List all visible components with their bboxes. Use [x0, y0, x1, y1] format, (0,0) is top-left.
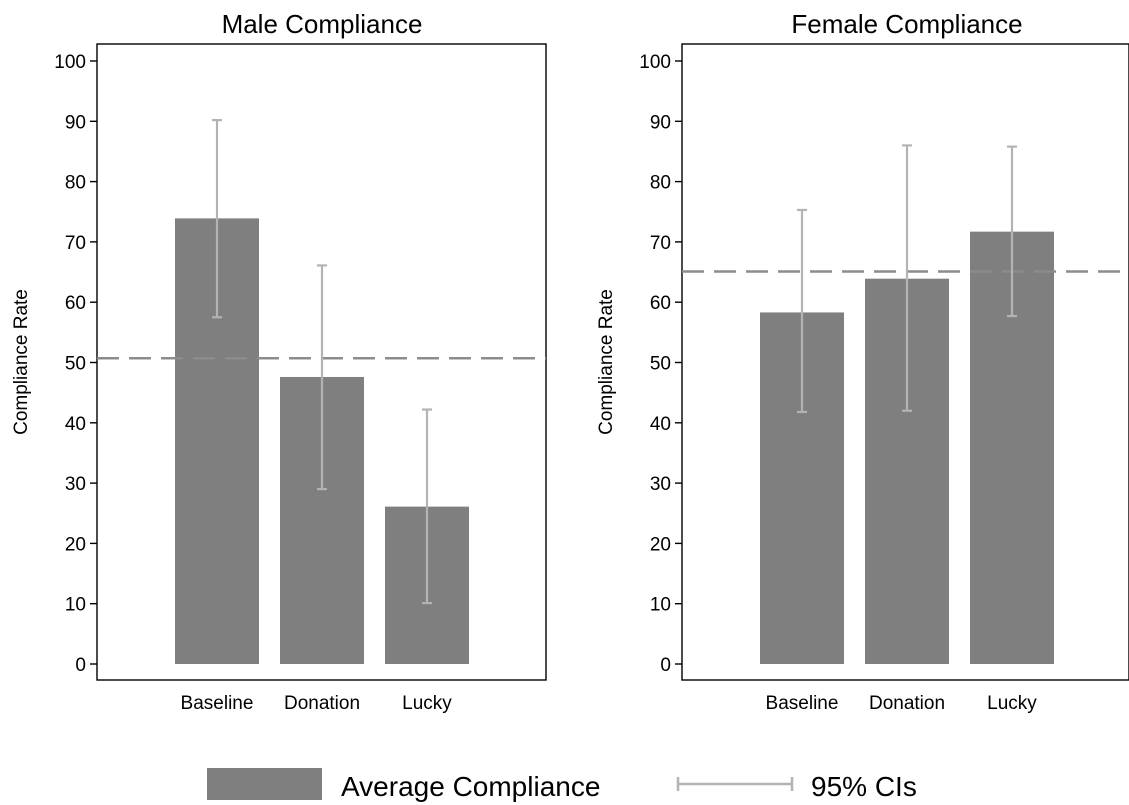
y-tick-label: 70: [65, 233, 86, 254]
legend: Average Compliance 95% CIs: [207, 768, 917, 802]
errorbar-donation: [317, 264, 327, 491]
y-tick-label: 0: [75, 655, 86, 676]
legend-swatch-average-compliance: [207, 768, 322, 800]
y-tick-label: 70: [650, 233, 671, 254]
y-tick-label: 100: [639, 52, 671, 73]
y-tick-label: 30: [650, 474, 671, 495]
errorbar-baseline: [212, 118, 222, 319]
y-tick-label: 40: [650, 414, 671, 435]
x-tick-label: Donation: [869, 693, 945, 714]
y-tick-label: 100: [54, 52, 86, 73]
x-tick-label: Baseline: [181, 693, 254, 714]
errorbar-baseline: [797, 208, 807, 414]
y-tick-label: 90: [650, 112, 671, 133]
y-tick-label: 10: [65, 595, 86, 616]
y-tick-label: 20: [65, 534, 86, 555]
y-tick-label: 80: [650, 173, 671, 194]
errorbar-lucky: [422, 408, 432, 605]
errorbar-donation: [902, 144, 912, 412]
y-tick-label: 10: [650, 595, 671, 616]
x-tick-label: Donation: [284, 693, 360, 714]
y-tick-label: 60: [65, 293, 86, 314]
legend-swatch-ci-icon: [676, 777, 794, 791]
x-tick-label: Baseline: [766, 693, 839, 714]
legend-label-ci: 95% CIs: [811, 771, 917, 802]
legend-label-average-compliance: Average Compliance: [341, 771, 600, 802]
y-tick-label: 60: [650, 293, 671, 314]
y-tick-label: 50: [65, 354, 86, 375]
chart-title: Male Compliance: [222, 9, 423, 39]
x-tick-label: Lucky: [987, 693, 1037, 714]
chart-panel-0: Male Compliance Compliance Rate 0 10 20 30 40 5…: [11, 9, 547, 714]
y-tick-label: 40: [65, 414, 86, 435]
y-tick-label: 20: [650, 534, 671, 555]
y-tick-label: 90: [65, 112, 86, 133]
y-axis-label: Compliance Rate: [596, 289, 617, 435]
y-tick-label: 30: [65, 474, 86, 495]
y-axis-label: Compliance Rate: [11, 289, 32, 435]
chart-title: Female Compliance: [791, 9, 1022, 39]
y-tick-label: 80: [65, 173, 86, 194]
errorbar-lucky: [1007, 145, 1017, 318]
x-tick-label: Lucky: [402, 693, 452, 714]
y-tick-label: 0: [660, 655, 671, 676]
chart-panel-1: Female Compliance Compliance Rate 0 10 20 30 4…: [596, 9, 1129, 714]
y-tick-label: 50: [650, 354, 671, 375]
